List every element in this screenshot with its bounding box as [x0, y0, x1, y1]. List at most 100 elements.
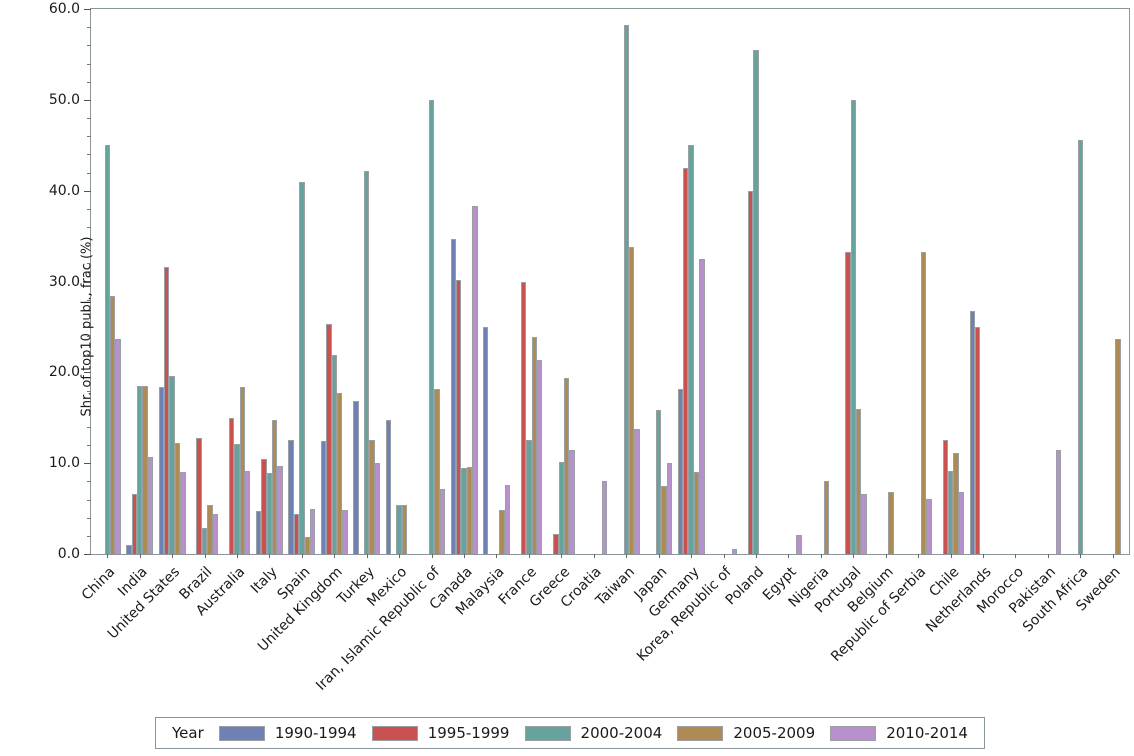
bar-slot	[196, 9, 202, 554]
bar	[396, 504, 402, 554]
bar	[401, 504, 408, 554]
bar-slot	[655, 9, 662, 554]
legend-swatch	[677, 725, 724, 741]
x-axis-tick	[107, 554, 109, 558]
bar-group	[642, 9, 674, 554]
bar-slot	[482, 9, 489, 554]
x-axis-tick	[366, 554, 368, 558]
bar-group	[188, 9, 220, 554]
legend-swatch	[218, 725, 265, 741]
bar-slot	[374, 9, 381, 554]
bar	[304, 536, 310, 554]
bar-slot	[169, 9, 175, 554]
bar	[320, 441, 327, 554]
bar	[136, 385, 143, 554]
bar	[261, 458, 267, 554]
y-axis-tick-label: 10.0	[48, 455, 80, 472]
bar	[623, 25, 629, 554]
bar-slot	[299, 9, 305, 554]
legend-item: 1990-1994	[218, 724, 357, 742]
bar	[364, 170, 370, 554]
legend-label: 2005-2009	[733, 724, 816, 742]
bar-group	[1064, 9, 1096, 554]
bar-slot	[504, 9, 510, 554]
bar	[239, 386, 246, 554]
bar-group	[480, 9, 512, 554]
bar-slot	[888, 9, 894, 554]
legend-item: 2005-2009	[677, 724, 815, 742]
y-axis-minor-tick	[87, 172, 91, 174]
bar	[164, 266, 170, 554]
bar-slot	[520, 9, 527, 554]
x-axis-tick	[496, 554, 498, 558]
bar-slot	[926, 9, 932, 554]
bar-group	[1032, 9, 1064, 554]
plot-area: Shr. of top10 publ., frac (%) 0.0 10.0 20.…	[49, 1, 1130, 694]
bar-slot	[634, 9, 640, 554]
bar	[428, 99, 435, 554]
bar-slot	[499, 9, 505, 554]
bar	[109, 296, 116, 554]
y-axis-minor-tick	[87, 299, 91, 301]
bar-slot	[266, 9, 273, 554]
bar	[888, 492, 894, 554]
x-axis-tick	[983, 554, 985, 558]
bar	[953, 453, 959, 554]
bar-slot	[531, 9, 537, 554]
bar	[693, 472, 700, 554]
y-axis-minor-tick	[87, 263, 91, 265]
bar	[369, 440, 375, 554]
bar	[266, 473, 273, 554]
bar	[331, 355, 337, 554]
bar	[212, 514, 218, 554]
y-axis-minor-tick	[87, 517, 91, 519]
bar	[526, 439, 532, 554]
x-axis-tick	[626, 554, 628, 558]
bar-slot	[1055, 9, 1062, 554]
bar	[353, 401, 359, 554]
bar-group	[578, 9, 610, 554]
bar	[174, 443, 181, 554]
bar	[499, 510, 505, 554]
bar-slot	[353, 9, 359, 554]
bar	[434, 388, 440, 554]
legend-swatch	[830, 725, 877, 741]
x-axis-tick	[885, 554, 887, 558]
bar	[326, 324, 332, 554]
bar-slot	[104, 9, 110, 554]
bar	[731, 549, 737, 554]
bar-slot	[309, 9, 316, 554]
x-axis-tick	[918, 554, 920, 558]
bar-slot	[239, 9, 246, 554]
bar-slot	[753, 9, 759, 554]
y-axis-tick-label: 60.0	[48, 1, 80, 17]
y-axis-minor-tick	[87, 27, 91, 29]
bar	[942, 440, 948, 554]
bar	[245, 471, 251, 554]
bar-slot	[277, 9, 283, 554]
y-axis-major-tick	[84, 99, 91, 101]
bar-slot	[255, 9, 262, 554]
y-axis-minor-tick	[87, 227, 91, 228]
bar-group	[999, 9, 1031, 554]
bar-slot	[1077, 9, 1084, 554]
bar-slot	[407, 9, 412, 554]
bar	[228, 417, 235, 554]
x-axis-tick	[593, 554, 595, 558]
x-axis-tick	[528, 554, 530, 558]
x-axis-tick	[236, 554, 238, 558]
legend-title: Year	[172, 724, 204, 742]
legend: Year 1990-1994 1995-1999 2000-2004 2005-200…	[155, 717, 985, 749]
bar-group	[902, 9, 934, 554]
y-axis-minor-tick	[87, 445, 91, 446]
bar-slot	[628, 9, 635, 554]
y-axis-tick-label: 20.0	[48, 364, 80, 381]
bar-group	[545, 9, 577, 554]
bar-group	[156, 9, 188, 554]
bar-slot	[623, 9, 629, 554]
bar	[439, 488, 446, 554]
bar	[482, 326, 489, 554]
bar-slot	[228, 9, 235, 554]
bar-slot	[369, 9, 375, 554]
bar-group	[870, 9, 902, 554]
